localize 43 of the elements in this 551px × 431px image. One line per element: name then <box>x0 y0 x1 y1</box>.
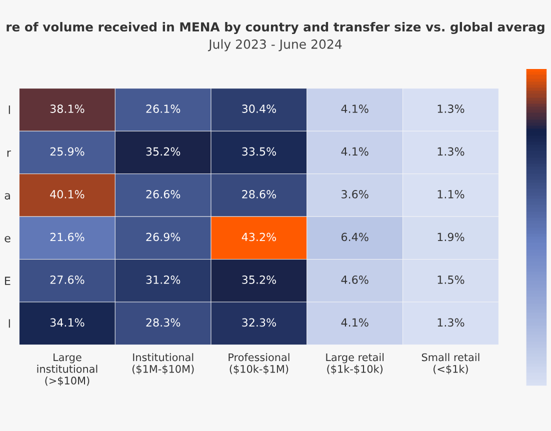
data-label: 38.1% <box>50 104 84 113</box>
data-label: 31.2% <box>146 276 180 284</box>
data-label: 40.1% <box>50 190 84 198</box>
data-label: 4.6% <box>341 276 368 284</box>
data-label: 1.3% <box>438 147 464 156</box>
x-tick-label: Small retail (<$1k) <box>422 353 480 374</box>
y-tick-label: r <box>7 150 11 157</box>
x-tick-label: Large institutional (>$10M) <box>37 353 98 386</box>
y-tick-label: a <box>4 193 10 200</box>
data-label: 6.4% <box>342 232 368 242</box>
data-label: 1.1% <box>438 190 464 198</box>
data-label: 3.6% <box>342 190 368 198</box>
data-label: 28.3% <box>146 318 180 327</box>
x-tick-label: Professional ($10k-$1M) <box>228 353 290 374</box>
data-label: 4.1% <box>341 104 368 113</box>
data-label: 26.9% <box>146 232 180 242</box>
x-tick-label: Institutional ($1M-$10M) <box>132 353 194 374</box>
y-tick-label: E <box>5 276 10 285</box>
data-label: 33.5% <box>242 147 276 156</box>
data-label: 32.3% <box>242 318 276 327</box>
data-label: 1.5% <box>438 276 464 284</box>
data-label: 26.6% <box>146 190 180 198</box>
data-label: 27.6% <box>50 276 84 284</box>
data-label: 4.1% <box>341 318 368 327</box>
data-label: 28.6% <box>242 190 276 198</box>
data-label: 25.9% <box>50 147 84 156</box>
data-label: 1.3% <box>438 104 464 113</box>
data-label: 21.6% <box>50 232 84 242</box>
y-tick-label: l <box>8 106 10 114</box>
data-label: 34.1% <box>50 318 84 327</box>
x-tick-label: Large retail ($1k-$10k) <box>326 353 384 374</box>
data-label: 1.9% <box>438 232 464 242</box>
data-label: 4.1% <box>341 147 368 156</box>
data-label: 43.2% <box>242 232 276 242</box>
data-label: 30.4% <box>242 104 276 113</box>
data-label: 1.3% <box>438 318 464 327</box>
y-tick-label: l <box>8 319 10 328</box>
chart-subtitle: July 2023 - June 2024 <box>208 39 342 52</box>
data-label: 35.2% <box>242 276 276 284</box>
chart-title: re of volume received in MENA by country and transfer size vs. global averag <box>6 22 544 34</box>
y-tick-label: e <box>4 236 10 242</box>
data-label: 26.1% <box>146 104 180 113</box>
data-label: 35.2% <box>146 147 180 156</box>
